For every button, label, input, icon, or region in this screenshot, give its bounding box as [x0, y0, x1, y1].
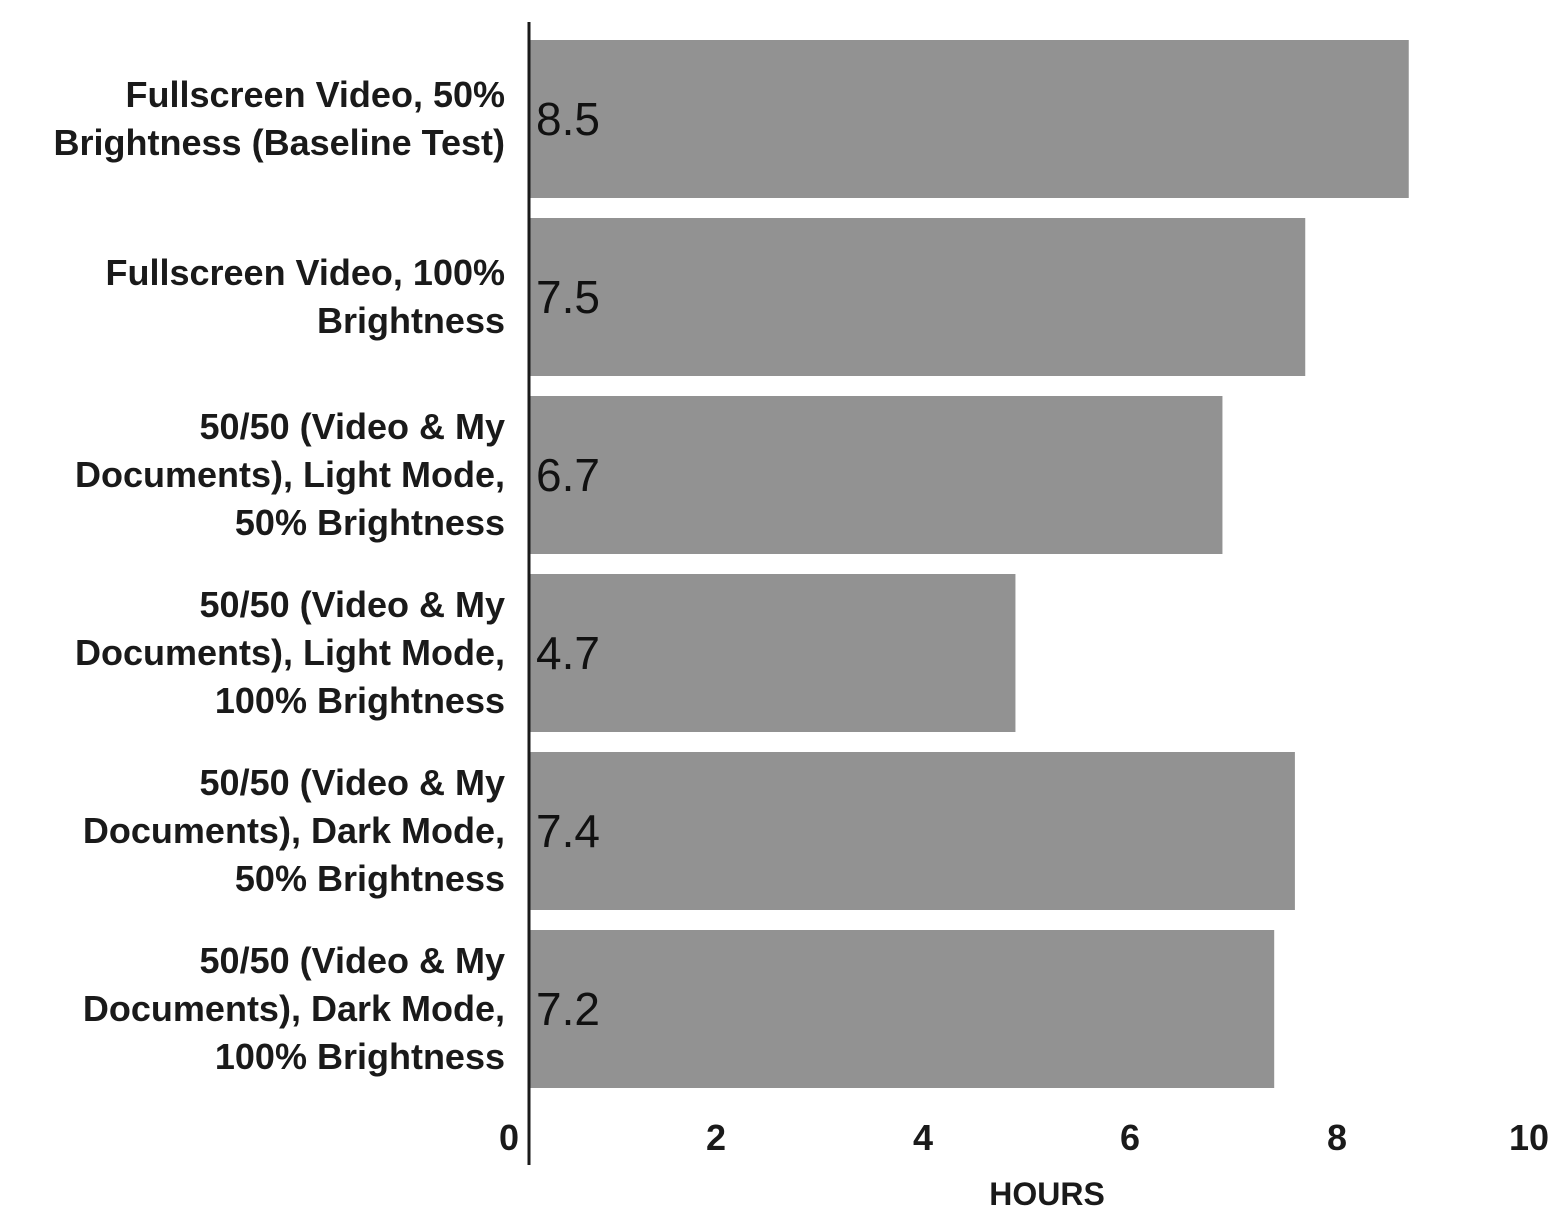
data-label-2: 7.5	[536, 271, 600, 323]
bar-3	[530, 396, 1223, 554]
data-label-1: 8.5	[536, 93, 600, 145]
data-labels: 8.5 7.5 6.7 4.7 7.4 7.2	[536, 93, 600, 1035]
x-tick-label-0: 0	[499, 1117, 519, 1158]
x-axis-title: HOURS	[989, 1176, 1105, 1210]
category-label-line: Documents), Dark Mode,	[83, 810, 505, 851]
category-label-line: 50% Brightness	[235, 502, 505, 543]
category-label-1: Fullscreen Video, 50% Brightness (Baselin…	[54, 74, 505, 163]
bar-1	[530, 40, 1409, 198]
x-tick-label-2: 2	[706, 1117, 726, 1158]
category-label-line: 50/50 (Video & My	[200, 406, 505, 447]
category-label-line: 100% Brightness	[215, 680, 505, 721]
data-label-3: 6.7	[536, 449, 600, 501]
x-axis-ticks: 0 2 4 6 8 10	[499, 1117, 1549, 1158]
category-label-line: 100% Brightness	[215, 1036, 505, 1077]
data-label-4: 4.7	[536, 627, 600, 679]
x-tick-label-8: 8	[1327, 1117, 1347, 1158]
category-label-6: 50/50 (Video & My Documents), Dark Mode, 1…	[83, 940, 505, 1077]
bars	[530, 40, 1409, 1088]
category-labels: Fullscreen Video, 50% Brightness (Baselin…	[54, 74, 505, 1077]
category-label-line: Brightness	[317, 300, 505, 341]
category-label-line: Documents), Dark Mode,	[83, 988, 505, 1029]
category-label-line: Documents), Light Mode,	[75, 632, 505, 673]
bar-6	[530, 930, 1275, 1088]
data-label-5: 7.4	[536, 805, 600, 857]
data-label-6: 7.2	[536, 983, 600, 1035]
category-label-line: Fullscreen Video, 50%	[126, 74, 506, 115]
category-label-line: 50/50 (Video & My	[200, 584, 505, 625]
category-label-5: 50/50 (Video & My Documents), Dark Mode, 5…	[83, 762, 505, 899]
bar-5	[530, 752, 1295, 910]
category-label-4: 50/50 (Video & My Documents), Light Mode,…	[75, 584, 505, 721]
category-label-line: 50% Brightness	[235, 858, 505, 899]
x-tick-label-6: 6	[1120, 1117, 1140, 1158]
x-tick-label-10: 10	[1509, 1117, 1549, 1158]
bar-2	[530, 218, 1306, 376]
category-label-line: Documents), Light Mode,	[75, 454, 505, 495]
bar-4	[530, 574, 1016, 732]
category-label-line: Fullscreen Video, 100%	[105, 252, 505, 293]
x-tick-label-4: 4	[913, 1117, 933, 1158]
category-label-line: 50/50 (Video & My	[200, 940, 505, 981]
category-label-line: 50/50 (Video & My	[200, 762, 505, 803]
category-label-2: Fullscreen Video, 100% Brightness	[105, 252, 505, 341]
category-label-3: 50/50 (Video & My Documents), Light Mode,…	[75, 406, 505, 543]
category-label-line: Brightness (Baseline Test)	[54, 122, 505, 163]
